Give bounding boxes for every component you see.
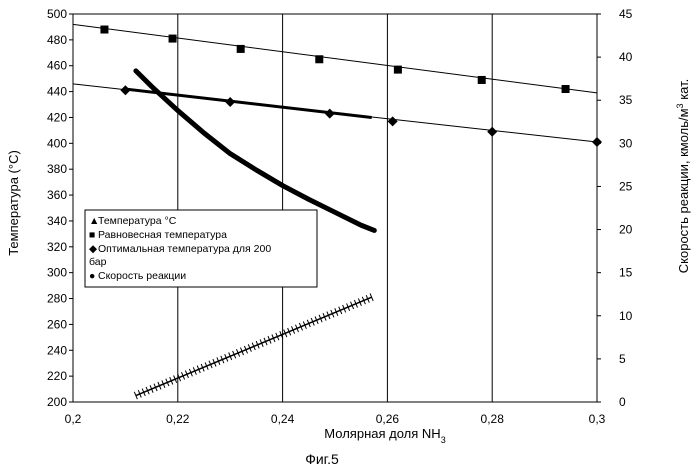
equilibrium-trend-line (72, 23, 598, 94)
legend-box (84, 209, 318, 288)
optimal-point (324, 108, 335, 119)
y-right-tick-label: 25 (619, 179, 633, 193)
y-left-tick-label: 300 (47, 266, 67, 280)
y-right-tick-label: 30 (619, 136, 633, 150)
y-left-tick-label: 220 (47, 369, 67, 383)
legend: ▲ Температура °С ■ Равновесная температу… (84, 209, 318, 288)
y-right-axis-title: Скорость реакции, кмоль/м3 кат. (675, 79, 691, 273)
legend-label-optimal-cont: бар (89, 256, 107, 268)
legend-label-temperature: Температура °С (98, 215, 177, 227)
legend-marker-rate: ● (89, 270, 95, 282)
y-left-tick-label: 500 (47, 7, 67, 21)
y-left-tick-label: 280 (47, 292, 67, 306)
optimal-point (120, 85, 131, 96)
legend-label-equilibrium: Равновесная температура (98, 229, 227, 241)
x-tick-label: 0,26 (376, 412, 400, 426)
temperature-point-marks (133, 293, 374, 400)
equilibrium-point (393, 65, 402, 74)
y-left-tick-label: 420 (47, 110, 67, 124)
equilibrium-point (315, 55, 324, 64)
equilibrium-point (168, 34, 177, 43)
y-right-tick-label: 35 (619, 93, 633, 107)
y-right-tick-label: 0 (619, 395, 626, 409)
y-left-tick-label: 460 (47, 59, 67, 73)
optimal-point (487, 126, 498, 137)
x-axis-title-main: Молярная доля NH (324, 426, 440, 441)
tick-labels: 0,2 0,22 0,24 0,26 0,28 0,3200220240260280300… (47, 7, 633, 426)
optimal-point (387, 116, 398, 127)
equilibrium-point (236, 44, 245, 53)
series-layer (72, 23, 602, 400)
y-left-tick-label: 320 (47, 240, 67, 254)
y-right-tick-label: 40 (619, 50, 633, 64)
legend-marker-equilibrium: ■ (89, 229, 95, 241)
equilibrium-point (477, 75, 486, 84)
vertical-gridlines (177, 14, 493, 402)
x-tick-label: 0,22 (166, 412, 190, 426)
equilibrium-point (561, 85, 570, 94)
y-left-tick-label: 200 (47, 395, 67, 409)
y-right-axis-title-main: Скорость реакции, кмоль/м (676, 108, 691, 273)
y-right-tick-label: 15 (619, 266, 633, 280)
y-left-tick-label: 360 (47, 188, 67, 202)
optimal-point (592, 137, 602, 148)
x-axis-title-subscript: 3 (441, 435, 446, 445)
y-left-tick-label: 240 (47, 343, 67, 357)
y-left-axis-title: Температура (°C) (6, 150, 21, 256)
x-tick-label: 0,3 (589, 412, 606, 426)
x-tick-label: 0,24 (271, 412, 295, 426)
legend-label-rate: Скорость реакции (98, 270, 186, 282)
y-left-tick-label: 480 (47, 33, 67, 47)
optimal-point (225, 96, 236, 107)
legend-marker-temperature: ▲ (89, 215, 99, 227)
y-left-tick-label: 260 (47, 317, 67, 331)
legend-label-optimal: Оптимальная температура для 200 (98, 243, 271, 255)
y-right-axis-title-superscript: 3 (675, 103, 685, 108)
y-left-tick-label: 340 (47, 214, 67, 228)
equilibrium-point (100, 25, 109, 34)
reaction-rate-curve (133, 68, 377, 233)
x-tick-label: 0,2 (65, 412, 82, 426)
plot-frame (69, 13, 601, 403)
legend-marker-optimal: ◆ (89, 243, 98, 255)
figure-caption: Фиг.5 (305, 451, 339, 467)
y-right-axis-title-suffix: кат. (676, 79, 691, 104)
x-axis-title: Молярная доля NH3 (324, 426, 445, 445)
plot-area-border (72, 13, 598, 403)
y-right-tick-label: 10 (619, 309, 633, 323)
y-right-tick-label: 5 (619, 352, 626, 366)
y-right-tick-label: 45 (619, 7, 633, 21)
y-right-tick-label: 20 (619, 223, 633, 237)
x-tick-label: 0,28 (481, 412, 505, 426)
y-left-tick-label: 400 (47, 136, 67, 150)
y-left-tick-label: 380 (47, 162, 67, 176)
y-left-tick-label: 440 (47, 85, 67, 99)
